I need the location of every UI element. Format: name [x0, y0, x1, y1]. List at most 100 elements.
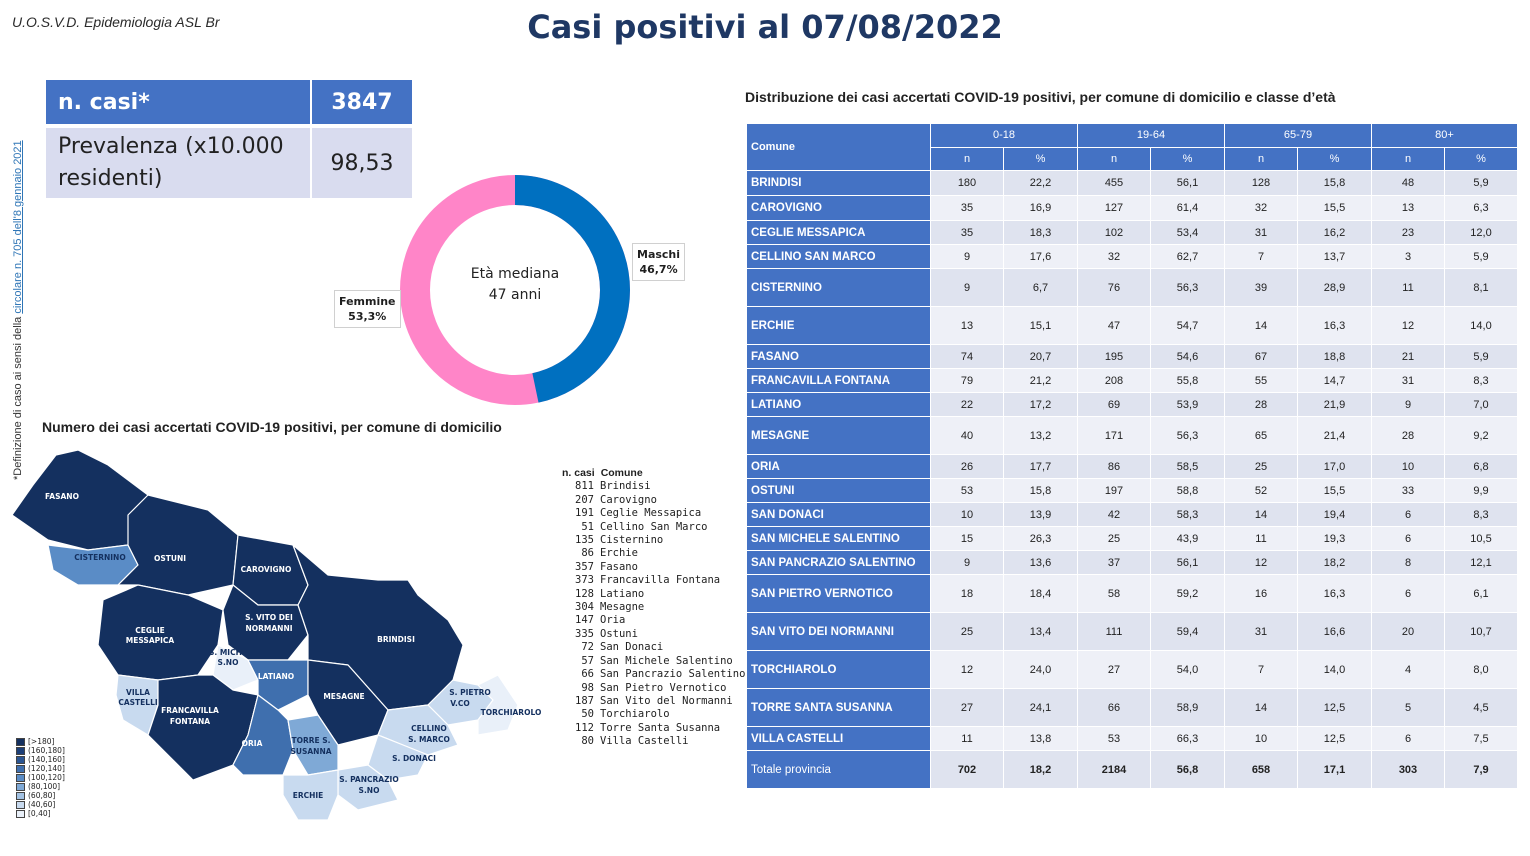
percent-cell: 58,9	[1150, 688, 1225, 727]
count-cell: 79	[930, 368, 1004, 393]
percent-cell: 58,3	[1150, 502, 1225, 527]
map-label-torre2: SUSANNA	[290, 747, 331, 756]
count-cell: 53	[930, 478, 1004, 503]
comune-name-cell: SAN DONACI	[746, 502, 931, 527]
table-row: CELLINO SAN MARCO 9 17,6 32 62,7 7 13,7 3 5,9	[746, 244, 1518, 269]
legend-swatch	[16, 755, 25, 764]
femmine-label-value: 53,3%	[348, 310, 387, 323]
percent-cell: 6,7	[1003, 268, 1078, 307]
legend-scale-label: (100,120]	[28, 773, 65, 782]
count-cell: 455	[1077, 170, 1151, 196]
percent-cell: 55,8	[1150, 368, 1225, 393]
subheader-pct: %	[1444, 146, 1518, 171]
cases-list-comune: Ceglie Messapica	[600, 507, 702, 520]
count-cell: 3	[1371, 244, 1445, 269]
donut-center-line2: 47 anni	[489, 287, 541, 303]
table-row: TORRE SANTA SUSANNA 27 24,1 66 58,9 14 12,5 5 4,…	[746, 688, 1518, 727]
cases-list-body: 811 Brindisi 207 Carovigno 191 Ceglie Messapi…	[562, 480, 745, 748]
legend-scale-label: [0,40]	[28, 809, 51, 818]
cases-list-count: 72	[581, 641, 594, 654]
percent-cell: 24,0	[1003, 650, 1078, 689]
comune-name-cell: VILLA CASTELLI	[746, 726, 931, 751]
map-region-ostuni	[117, 494, 239, 596]
comune-name-cell: FASANO	[746, 344, 931, 369]
count-cell: 197	[1077, 478, 1151, 503]
comune-name-cell: CEGLIE MESSAPICA	[746, 220, 931, 245]
map-label-cellino1: CELLINO	[411, 724, 447, 733]
comune-name-cell: SAN PIETRO VERNOTICO	[746, 574, 931, 613]
cases-list-item: 187 San Vito del Normanni	[562, 695, 745, 708]
percent-cell: 5,9	[1444, 344, 1518, 369]
map-label-ceglie1: CEGLIE	[135, 626, 164, 635]
cases-list-comune: San Pietro Vernotico	[600, 681, 727, 694]
percent-cell: 58,8	[1150, 478, 1225, 503]
cases-list-comune: San Michele Salentino	[600, 654, 733, 667]
legend-swatch	[16, 782, 25, 791]
percent-cell: 7,9	[1444, 750, 1518, 789]
percent-cell: 59,2	[1150, 574, 1225, 613]
percent-cell: 19,4	[1297, 502, 1372, 527]
comune-name-cell: TORCHIAROLO	[746, 650, 931, 689]
percent-cell: 17,6	[1003, 244, 1078, 269]
percent-cell: 15,1	[1003, 306, 1078, 345]
map-title: Numero dei casi accertati COVID-19 posit…	[42, 419, 502, 435]
femmine-label: Femmine 53,3%	[334, 290, 401, 328]
cases-list-header-n: n. casi	[562, 467, 595, 479]
count-cell: 40	[930, 416, 1004, 455]
prevalenza-label: Prevalenza (x10.000 residenti)	[46, 128, 310, 198]
percent-cell: 13,9	[1003, 502, 1078, 527]
count-cell: 25	[930, 612, 1004, 651]
table-row: TORCHIAROLO 12 24,0 27 54,0 7 14,0 4 8,0	[746, 650, 1518, 689]
percent-cell: 62,7	[1150, 244, 1225, 269]
cases-by-comune-list: n. casi Comune 811 Brindisi 207 Carovigno 191…	[562, 467, 745, 749]
percent-cell: 56,1	[1150, 170, 1225, 196]
map-label-torre1: TORRE S.	[291, 736, 330, 745]
count-cell: 11	[1371, 268, 1445, 307]
count-cell: 32	[1224, 195, 1298, 221]
count-cell: 86	[1077, 454, 1151, 479]
donut-center-line1: Età mediana	[471, 266, 559, 282]
map-label-smichele1: S. MICHE	[209, 648, 247, 657]
percent-cell: 21,9	[1297, 392, 1372, 417]
count-cell: 35	[930, 195, 1004, 221]
percent-cell: 17,7	[1003, 454, 1078, 479]
map-label-ceglie2: MESSAPICA	[126, 636, 175, 645]
percent-cell: 6,8	[1444, 454, 1518, 479]
cases-list-count: 187	[575, 694, 594, 707]
cases-list-item: 112 Torre Santa Susanna	[562, 722, 745, 735]
map-label-villa2: CASTELLI	[118, 698, 158, 707]
percent-cell: 8,0	[1444, 650, 1518, 689]
count-cell: 53	[1077, 726, 1151, 751]
circolare-link[interactable]: circolare n. 705 dell'8 gennaio 2021	[12, 140, 24, 314]
count-cell: 208	[1077, 368, 1151, 393]
legend-swatch	[16, 809, 25, 818]
table-row: CAROVIGNO 35 16,9 127 61,4 32 15,5 13 6,3	[746, 195, 1518, 221]
comune-name-cell: ERCHIE	[746, 306, 931, 345]
table-row: VILLA CASTELLI 11 13,8 53 66,3 10 12,5 6 7,5	[746, 726, 1518, 751]
table-row: SAN PANCRAZIO SALENTINO 9 13,6 37 56,1 12 18,2…	[746, 550, 1518, 575]
percent-cell: 10,5	[1444, 526, 1518, 551]
percent-cell: 8,3	[1444, 368, 1518, 393]
table-row: CISTERNINO 9 6,7 76 56,3 39 28,9 11 8,1	[746, 268, 1518, 307]
percent-cell: 7,5	[1444, 726, 1518, 751]
cases-list-item: 147 Oria	[562, 614, 745, 627]
cases-list-count: 357	[575, 560, 594, 573]
map-label-villa1: VILLA	[126, 688, 150, 697]
cases-list-comune: Ostuni	[600, 627, 638, 640]
comune-name-cell: CISTERNINO	[746, 268, 931, 307]
count-cell: 55	[1224, 368, 1298, 393]
comune-name-cell: BRINDISI	[746, 170, 931, 196]
percent-cell: 17,0	[1297, 454, 1372, 479]
map-label-cisternino: CISTERNINO	[74, 553, 125, 562]
maschi-ring-segment	[400, 175, 630, 405]
subheader-n: n	[1077, 146, 1151, 171]
percent-cell: 14,0	[1297, 650, 1372, 689]
column-header-age-0-18: 0-18	[930, 123, 1078, 148]
percent-cell: 4,5	[1444, 688, 1518, 727]
cases-list-header: n. casi Comune	[562, 467, 745, 480]
comune-name-cell: SAN PANCRAZIO SALENTINO	[746, 550, 931, 575]
percent-cell: 17,2	[1003, 392, 1078, 417]
count-cell: 9	[930, 268, 1004, 307]
count-cell: 12	[930, 650, 1004, 689]
count-cell: 5	[1371, 688, 1445, 727]
